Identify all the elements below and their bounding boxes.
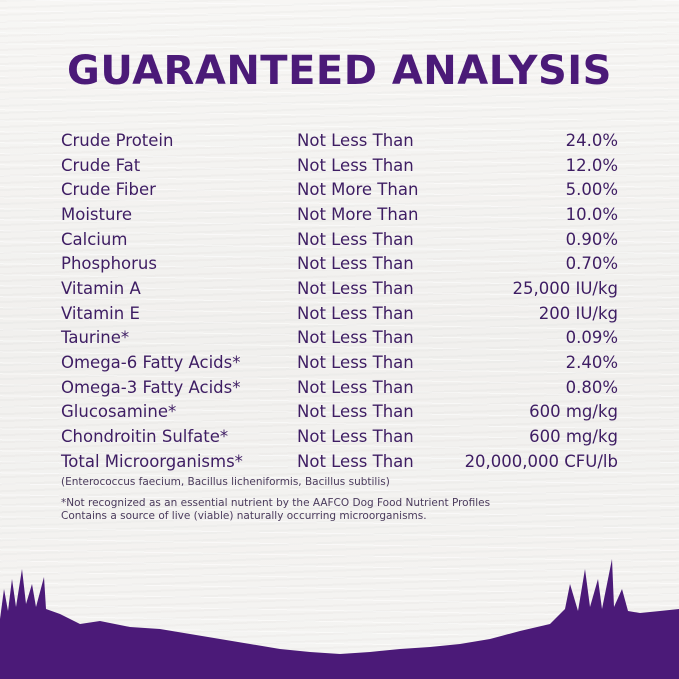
nutrient-name: Vitamin A — [61, 278, 141, 298]
analysis-row: Glucosamine* Not Less Than 600 mg/kg — [61, 400, 618, 425]
nutrient-value: 20,000,000 CFU/lb — [464, 451, 618, 471]
qualifier: Not Less Than — [297, 229, 414, 249]
nutrient-name: Omega-6 Fatty Acids* — [61, 353, 241, 373]
analysis-row: Chondroitin Sulfate* Not Less Than 600 mg/… — [61, 424, 618, 449]
strains-note: (Enterococcus faecium, Bacillus lichenif… — [61, 476, 390, 488]
qualifier: Not Less Than — [297, 303, 414, 323]
analysis-row: Total Microorganisms* Not Less Than 20,000… — [61, 449, 618, 474]
analysis-row: Phosphorus Not Less Than 0.70% — [61, 251, 618, 276]
nutrient-name: Chondroitin Sulfate* — [61, 427, 229, 447]
nutrient-value: 0.80% — [565, 377, 618, 397]
nutrient-value: 0.09% — [565, 328, 618, 348]
nutrient-value: 12.0% — [565, 155, 618, 175]
nutrient-name: Moisture — [61, 204, 133, 224]
nutrient-value: 0.90% — [565, 229, 618, 249]
qualifier: Not More Than — [297, 204, 419, 224]
page-title: GUARANTEED ANALYSIS — [67, 48, 612, 94]
analysis-row: Crude Fiber Not More Than 5.00% — [61, 177, 618, 202]
qualifier: Not Less Than — [297, 278, 414, 298]
analysis-row: Omega-6 Fatty Acids* Not Less Than 2.40% — [61, 350, 618, 375]
analysis-row: Vitamin E Not Less Than 200 IU/kg — [61, 301, 618, 326]
analysis-row: Calcium Not Less Than 0.90% — [61, 227, 618, 252]
nutrient-value: 600 mg/kg — [529, 402, 618, 422]
nutrient-value: 5.00% — [565, 180, 618, 200]
nutrient-value: 24.0% — [565, 130, 618, 150]
nutrient-name: Taurine* — [61, 328, 130, 348]
nutrient-value: 200 IU/kg — [538, 303, 618, 323]
qualifier: Not Less Than — [297, 155, 414, 175]
nutrient-name: Calcium — [61, 229, 128, 249]
qualifier: Not Less Than — [297, 130, 414, 150]
aafco-footnote: *Not recognized as an essential nutrient… — [61, 497, 491, 509]
nutrient-value: 10.0% — [565, 204, 618, 224]
nutrient-name: Crude Protein — [61, 130, 174, 150]
qualifier: Not Less Than — [297, 353, 414, 373]
qualifier: Not Less Than — [297, 328, 414, 348]
grass-silhouette — [0, 559, 679, 679]
nutrient-name: Phosphorus — [61, 254, 157, 274]
qualifier: Not Less Than — [297, 427, 414, 447]
nutrient-value: 600 mg/kg — [529, 427, 618, 447]
analysis-table: Crude Protein Not Less Than 24.0% Crude Fat… — [61, 128, 618, 474]
analysis-row: Moisture Not More Than 10.0% — [61, 202, 618, 227]
qualifier: Not Less Than — [297, 402, 414, 422]
analysis-row: Crude Protein Not Less Than 24.0% — [61, 128, 618, 153]
nutrient-value: 0.70% — [565, 254, 618, 274]
nutrient-name: Glucosamine* — [61, 402, 177, 422]
nutrient-name: Crude Fiber — [61, 180, 156, 200]
nutrient-name: Total Microorganisms* — [61, 451, 243, 471]
nutrient-value: 25,000 IU/kg — [512, 278, 618, 298]
nutrient-name: Omega-3 Fatty Acids* — [61, 377, 241, 397]
live-microorganisms-note: Contains a source of live (viable) natur… — [61, 510, 427, 522]
qualifier: Not Less Than — [297, 377, 414, 397]
analysis-row: Crude Fat Not Less Than 12.0% — [61, 153, 618, 178]
nutrient-name: Vitamin E — [61, 303, 140, 323]
qualifier: Not Less Than — [297, 451, 414, 471]
analysis-row: Vitamin A Not Less Than 25,000 IU/kg — [61, 276, 618, 301]
qualifier: Not Less Than — [297, 254, 414, 274]
nutrient-value: 2.40% — [565, 353, 618, 373]
qualifier: Not More Than — [297, 180, 419, 200]
nutrient-name: Crude Fat — [61, 155, 141, 175]
analysis-row: Omega-3 Fatty Acids* Not Less Than 0.80% — [61, 375, 618, 400]
analysis-row: Taurine* Not Less Than 0.09% — [61, 326, 618, 351]
